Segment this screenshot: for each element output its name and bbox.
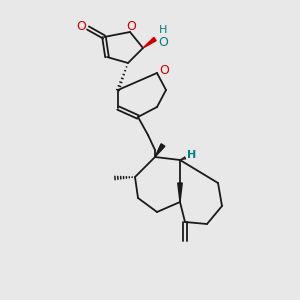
Text: O: O [158, 35, 168, 49]
Text: O: O [159, 64, 169, 77]
Polygon shape [178, 183, 182, 202]
Text: O: O [76, 20, 86, 34]
Text: O: O [126, 20, 136, 34]
Text: H: H [159, 25, 167, 35]
Polygon shape [143, 38, 156, 48]
Text: H: H [188, 150, 196, 160]
Polygon shape [155, 144, 165, 157]
